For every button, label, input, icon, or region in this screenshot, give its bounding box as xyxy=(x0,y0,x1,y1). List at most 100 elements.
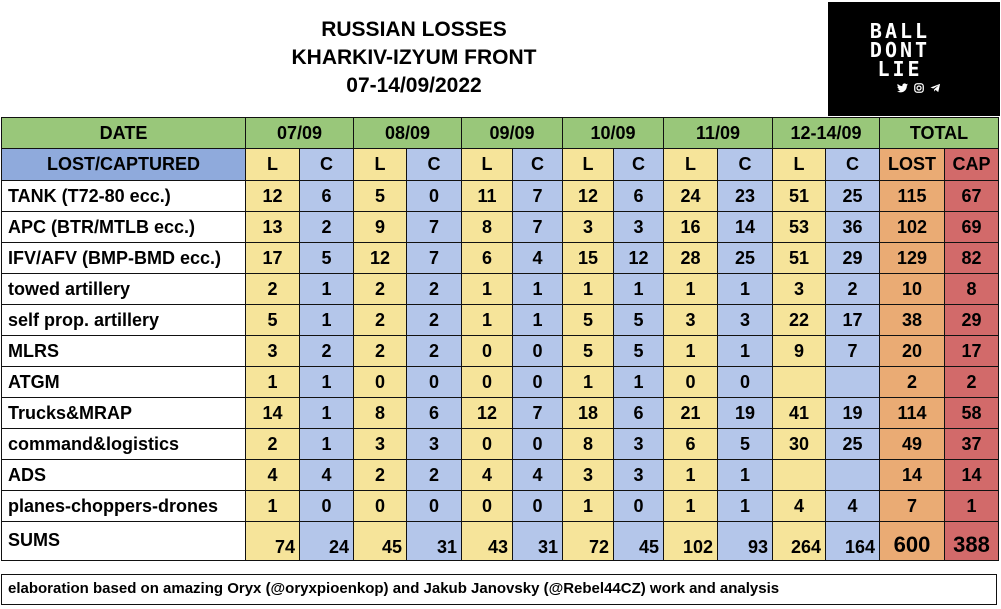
c-header: C xyxy=(613,148,664,181)
sum-lost-cell: 45 xyxy=(353,521,407,561)
captured-cell: 1 xyxy=(613,366,664,398)
lost-cell: 24 xyxy=(663,180,718,212)
lost-cell: 5 xyxy=(562,304,614,336)
lost-cell: 0 xyxy=(353,490,407,522)
lost-cell: 9 xyxy=(772,335,826,367)
lost-cell: 2 xyxy=(245,273,300,305)
lost-cell: 28 xyxy=(663,242,718,274)
sum-captured-cell: 31 xyxy=(406,521,462,561)
lost-cell: 5 xyxy=(562,335,614,367)
total-lost-cell: 7 xyxy=(879,490,945,522)
lost-cell xyxy=(772,366,826,398)
lost-cell: 4 xyxy=(772,490,826,522)
lost-cell: 3 xyxy=(772,273,826,305)
captured-cell: 0 xyxy=(299,490,354,522)
date-header: 12-14/09 xyxy=(772,117,880,149)
date-header: 07/09 xyxy=(245,117,354,149)
lost-cell: 1 xyxy=(663,490,718,522)
total-lost-cell: 38 xyxy=(879,304,945,336)
table-row: ATGM 1 1 0 0 0 0 1 1 0 0 2 2 xyxy=(1,366,999,398)
captured-cell: 1 xyxy=(512,304,563,336)
title-block: RUSSIAN LOSSES KHARKIV-IZYUM FRONT 07-14… xyxy=(0,0,828,116)
c-header: C xyxy=(717,148,773,181)
captured-cell: 7 xyxy=(512,180,563,212)
sums-row: SUMS 74 24 45 31 43 31 72 45 102 93 264 164 600 388 xyxy=(1,521,999,561)
captured-cell: 2 xyxy=(406,459,462,491)
lost-cell: 5 xyxy=(353,180,407,212)
lost-cell: 21 xyxy=(663,397,718,429)
captured-cell: 1 xyxy=(717,490,773,522)
lost-cell: 51 xyxy=(772,180,826,212)
total-cap-cell: 2 xyxy=(944,366,999,398)
lost-cell: 9 xyxy=(353,211,407,243)
captured-cell xyxy=(825,459,880,491)
row-label: towed artillery xyxy=(1,273,246,305)
sum-lost-cell: 264 xyxy=(772,521,826,561)
table-row: APC (BTR/MTLB ecc.) 13 2 9 7 8 7 3 3 16 14 53 36 102 6… xyxy=(1,211,999,243)
total-lost-cell: 10 xyxy=(879,273,945,305)
table-row: towed artillery 2 1 2 2 1 1 1 1 1 1 3 2 10 8 xyxy=(1,273,999,305)
captured-cell: 0 xyxy=(512,490,563,522)
row-label: MLRS xyxy=(1,335,246,367)
captured-cell: 1 xyxy=(299,397,354,429)
total-lost-cell: 20 xyxy=(879,335,945,367)
captured-cell: 29 xyxy=(825,242,880,274)
captured-cell: 0 xyxy=(613,490,664,522)
date-label: DATE xyxy=(1,117,246,149)
sum-captured-cell: 164 xyxy=(825,521,880,561)
sum-captured-cell: 24 xyxy=(299,521,354,561)
total-lost-cell: 49 xyxy=(879,428,945,460)
lost-cell: 12 xyxy=(245,180,300,212)
table-row: TANK (T72-80 ecc.) 12 6 5 0 11 7 12 6 24 23 51 25 115… xyxy=(1,180,999,212)
table-row: ADS 4 4 2 2 4 4 3 3 1 1 14 14 xyxy=(1,459,999,491)
captured-cell: 0 xyxy=(406,366,462,398)
instagram-icon xyxy=(914,83,924,93)
captured-cell: 3 xyxy=(613,211,664,243)
row-label: command&logistics xyxy=(1,428,246,460)
row-label: TANK (T72-80 ecc.) xyxy=(1,180,246,212)
lost-cell: 6 xyxy=(663,428,718,460)
captured-cell: 2 xyxy=(406,335,462,367)
c-header: C xyxy=(406,148,462,181)
grand-total-lost: 600 xyxy=(879,521,945,561)
lost-cell: 1 xyxy=(245,490,300,522)
title-line-3: 07-14/09/2022 xyxy=(346,74,482,97)
captured-cell: 7 xyxy=(512,397,563,429)
lost-cell: 1 xyxy=(461,304,513,336)
captured-cell: 7 xyxy=(406,242,462,274)
total-cap-cell: 1 xyxy=(944,490,999,522)
captured-cell: 2 xyxy=(299,335,354,367)
source-footer: elaboration based on amazing Oryx (@oryx… xyxy=(1,574,997,605)
lost-cell: 0 xyxy=(461,428,513,460)
total-cap-cell: 82 xyxy=(944,242,999,274)
c-header: C xyxy=(825,148,880,181)
date-header: 11/09 xyxy=(663,117,773,149)
lost-cell: 14 xyxy=(245,397,300,429)
lost-cell: 4 xyxy=(245,459,300,491)
l-header: L xyxy=(353,148,407,181)
captured-cell: 1 xyxy=(512,273,563,305)
date-header: 09/09 xyxy=(461,117,563,149)
row-label: Trucks&MRAP xyxy=(1,397,246,429)
logo-line-3: LIE xyxy=(877,57,923,81)
captured-cell xyxy=(825,366,880,398)
lost-cell: 6 xyxy=(461,242,513,274)
sum-captured-cell: 31 xyxy=(512,521,563,561)
row-label: self prop. artillery xyxy=(1,304,246,336)
captured-cell: 4 xyxy=(299,459,354,491)
captured-cell: 3 xyxy=(613,428,664,460)
captured-cell: 19 xyxy=(717,397,773,429)
lost-cell: 1 xyxy=(663,459,718,491)
lost-cell: 2 xyxy=(353,304,407,336)
captured-cell: 1 xyxy=(717,273,773,305)
lost-cell: 1 xyxy=(245,366,300,398)
lost-cell: 3 xyxy=(245,335,300,367)
lost-cell: 11 xyxy=(461,180,513,212)
captured-cell: 23 xyxy=(717,180,773,212)
captured-cell: 3 xyxy=(717,304,773,336)
total-cap-cell: 17 xyxy=(944,335,999,367)
total-cap-cell: 69 xyxy=(944,211,999,243)
captured-cell: 4 xyxy=(512,459,563,491)
lost-cell: 51 xyxy=(772,242,826,274)
title-line-1: RUSSIAN LOSSES xyxy=(321,18,507,41)
